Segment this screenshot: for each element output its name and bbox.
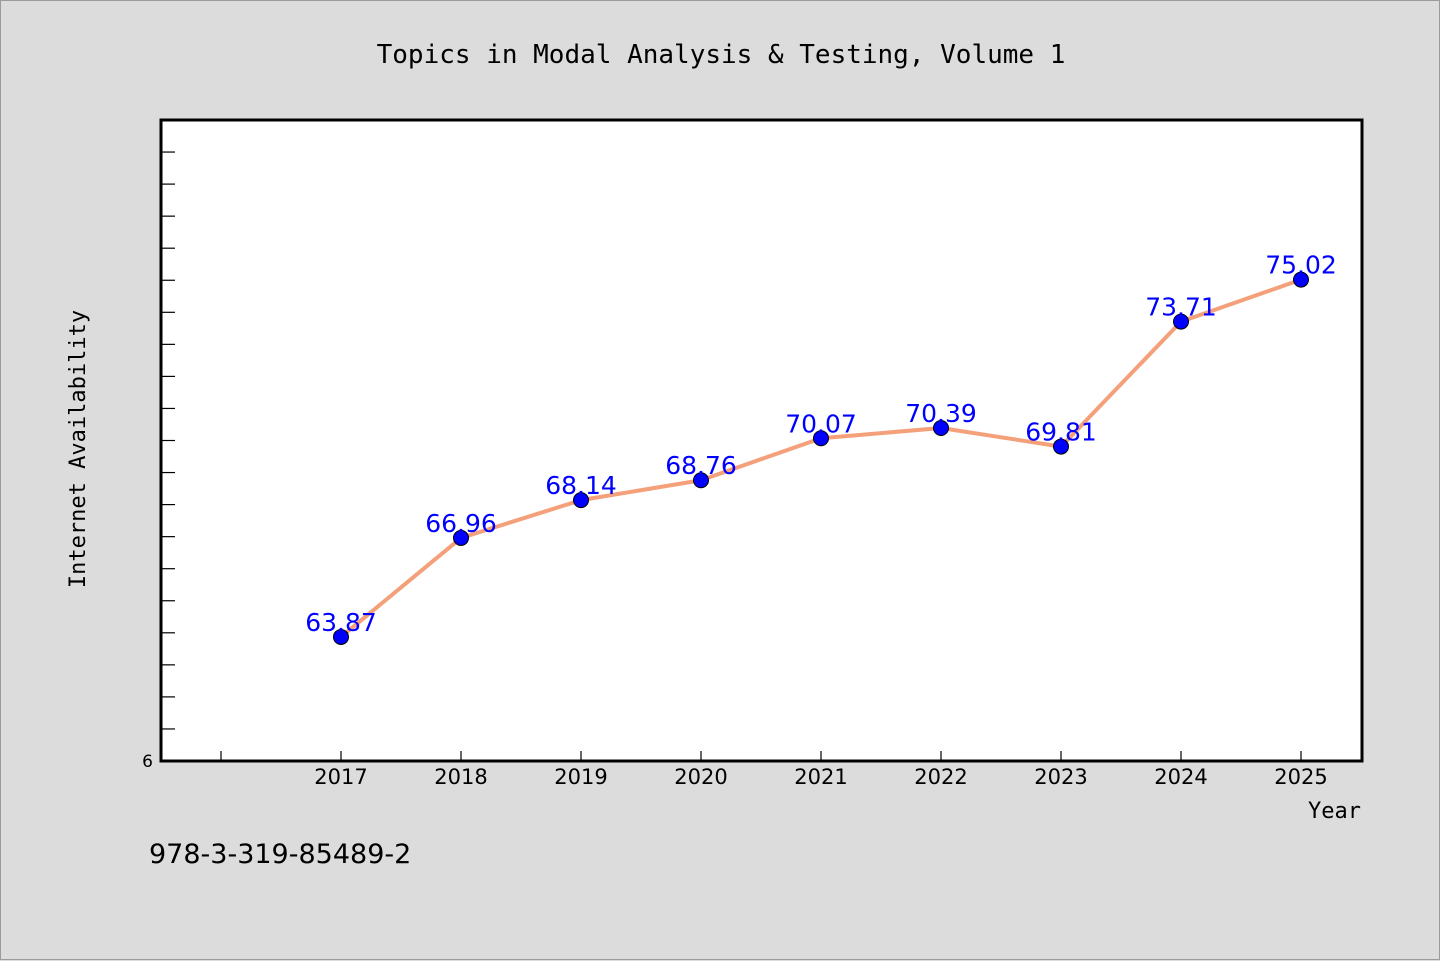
x-tick-label: 2017 bbox=[314, 765, 367, 789]
data-label: 69.81 bbox=[1025, 418, 1097, 447]
x-tick-label: 2019 bbox=[554, 765, 607, 789]
data-point bbox=[453, 529, 469, 546]
x-axis-ticks: 2017 2018 2019 2020 2021 2022 2023 2024 2025 bbox=[220, 751, 1328, 789]
y-axis-min-label: 6 bbox=[142, 752, 153, 772]
x-tick-label: 2023 bbox=[1034, 765, 1087, 789]
data-label: 73.71 bbox=[1145, 293, 1217, 322]
data-label: 66.96 bbox=[425, 509, 497, 538]
x-tick-label: 2021 bbox=[794, 765, 847, 789]
x-tick-label: 2024 bbox=[1154, 765, 1207, 789]
data-label: 70.07 bbox=[785, 409, 857, 438]
x-tick-label: 2022 bbox=[914, 765, 967, 789]
data-point bbox=[1053, 438, 1069, 455]
data-label: 75.02 bbox=[1265, 251, 1337, 280]
x-tick-label: 2020 bbox=[674, 765, 727, 789]
x-tick-label: 2018 bbox=[434, 765, 487, 789]
data-point bbox=[933, 420, 949, 437]
data-point bbox=[573, 492, 589, 509]
data-point bbox=[693, 472, 709, 489]
y-axis-label: Internet Availability bbox=[66, 310, 91, 588]
isbn-footer: 978-3-319-85489-2 bbox=[149, 839, 411, 870]
data-label: 63.87 bbox=[305, 608, 377, 637]
data-label: 68.76 bbox=[665, 451, 737, 480]
plot-area bbox=[159, 118, 1364, 763]
x-tick-label: 2025 bbox=[1274, 765, 1327, 789]
y-axis-ticks bbox=[161, 151, 175, 730]
data-point bbox=[813, 430, 829, 447]
data-point bbox=[1293, 271, 1309, 288]
series-layer: 63.87 66.96 68.14 68.76 70.07 70.39 69.81 73.71… bbox=[305, 251, 1337, 645]
chart-title: Topics in Modal Analysis & Testing, Volu… bbox=[377, 40, 1066, 70]
data-point bbox=[333, 628, 349, 645]
data-point bbox=[1173, 313, 1189, 330]
data-label: 70.39 bbox=[905, 399, 977, 428]
x-axis-label: Year bbox=[1308, 799, 1361, 824]
data-label: 68.14 bbox=[545, 471, 617, 500]
